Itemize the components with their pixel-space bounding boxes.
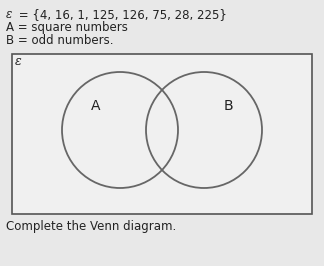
Text: ε: ε: [15, 55, 22, 68]
Text: B: B: [223, 99, 233, 113]
Text: Complete the Venn diagram.: Complete the Venn diagram.: [6, 220, 176, 233]
Text: B = odd numbers.: B = odd numbers.: [6, 34, 113, 47]
Text: A: A: [91, 99, 101, 113]
Bar: [12, 54, 312, 214]
Text: = {4, 16, 1, 125, 126, 75, 28, 225}: = {4, 16, 1, 125, 126, 75, 28, 225}: [15, 8, 227, 21]
Text: A = square numbers: A = square numbers: [6, 21, 128, 34]
Text: ε: ε: [6, 8, 12, 21]
